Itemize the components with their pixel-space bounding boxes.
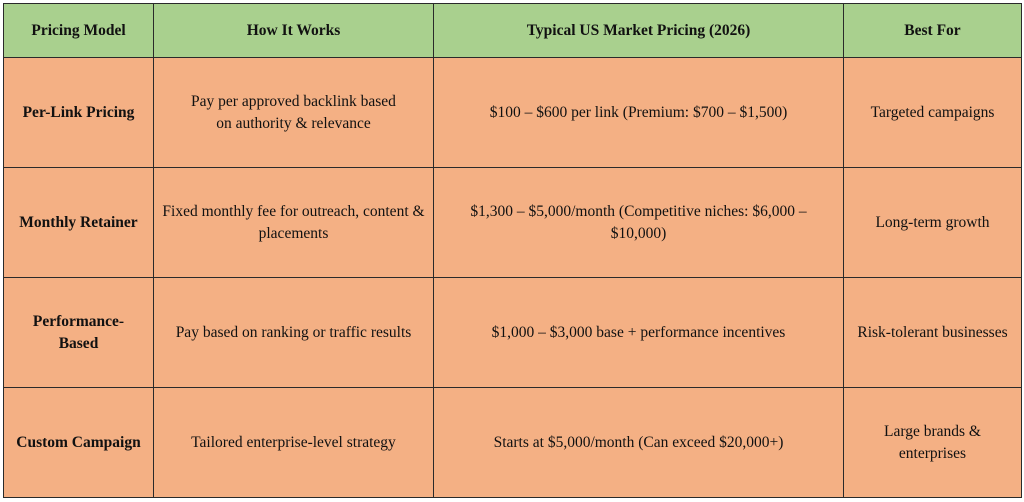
cell-pricing: $1,000 – $3,000 base + performance incen… (433, 277, 844, 388)
cell-best-for: Large brands & enterprises (843, 387, 1022, 498)
header-pricing-model: Pricing Model (3, 3, 154, 58)
cell-model: Custom Campaign (3, 387, 154, 498)
cell-best-for: Risk-tolerant businesses (843, 277, 1022, 388)
cell-pricing: $1,300 – $5,000/month (Competitive niche… (433, 167, 844, 278)
table-row: Custom Campaign Tailored enterprise-leve… (3, 387, 1022, 498)
cell-how: Pay based on ranking or traffic results (153, 277, 434, 388)
pricing-table: Pricing Model How It Works Typical US Ma… (3, 3, 1022, 498)
cell-how: Pay per approved backlink based on autho… (153, 57, 434, 168)
header-row: Pricing Model How It Works Typical US Ma… (3, 3, 1022, 58)
table-row: Performance-Based Pay based on ranking o… (3, 277, 1022, 388)
table-row: Monthly Retainer Fixed monthly fee for o… (3, 167, 1022, 278)
header-how-it-works: How It Works (153, 3, 434, 58)
cell-best-for: Targeted campaigns (843, 57, 1022, 168)
cell-how: Tailored enterprise-level strategy (153, 387, 434, 498)
cell-pricing: $100 – $600 per link (Premium: $700 – $1… (433, 57, 844, 168)
cell-model: Monthly Retainer (3, 167, 154, 278)
header-best-for: Best For (843, 3, 1022, 58)
cell-model: Per-Link Pricing (3, 57, 154, 168)
cell-model: Performance-Based (3, 277, 154, 388)
cell-best-for: Long-term growth (843, 167, 1022, 278)
cell-pricing: Starts at $5,000/month (Can exceed $20,0… (433, 387, 844, 498)
cell-how: Fixed monthly fee for outreach, content … (153, 167, 434, 278)
header-typical-pricing: Typical US Market Pricing (2026) (433, 3, 844, 58)
table-row: Per-Link Pricing Pay per approved backli… (3, 57, 1022, 168)
